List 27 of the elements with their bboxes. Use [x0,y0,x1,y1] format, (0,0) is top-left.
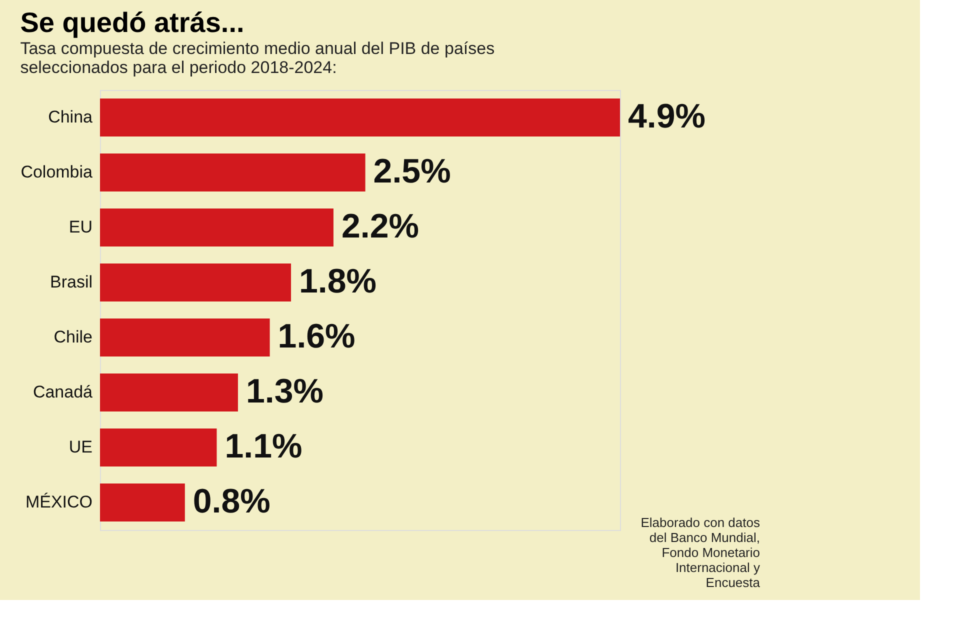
data-label: 1.3% [246,372,324,410]
data-label: 1.1% [224,428,302,466]
data-label: 2.2% [341,208,419,246]
bar [100,154,366,192]
bar [100,374,238,412]
y-tick-label: Canadá [32,382,94,402]
y-tick-label: MÉXICO [25,492,92,512]
bar [100,208,334,246]
y-tick-label: Chile [54,328,92,346]
y-tick-label: China [48,108,94,126]
y-tick-label: Colombia [20,162,94,182]
y-tick-label: EU [68,218,92,236]
data-label: 0.8% [192,482,270,520]
bar [100,264,292,302]
bar [100,318,270,356]
y-tick-label: Brasil [50,272,92,292]
bar [100,428,217,466]
chart-title: Se quedó atrás... [20,7,244,38]
bar [100,98,620,136]
data-label: 2.5% [373,152,451,190]
bar [100,484,185,522]
data-label: 1.8% [299,262,377,300]
y-tick-label: UE [68,438,92,456]
chart-subtitle: Tasa compuesta de crecimiento medio anual del PIB de países seleccionados para el periodo 2018-2024: [20,39,495,77]
data-label: 4.9% [628,98,706,136]
data-label: 1.6% [278,318,356,356]
text: Elaborado con datos del Banco Mundial, Fondo Monetario Internacional y Encuesta [640,515,761,590]
